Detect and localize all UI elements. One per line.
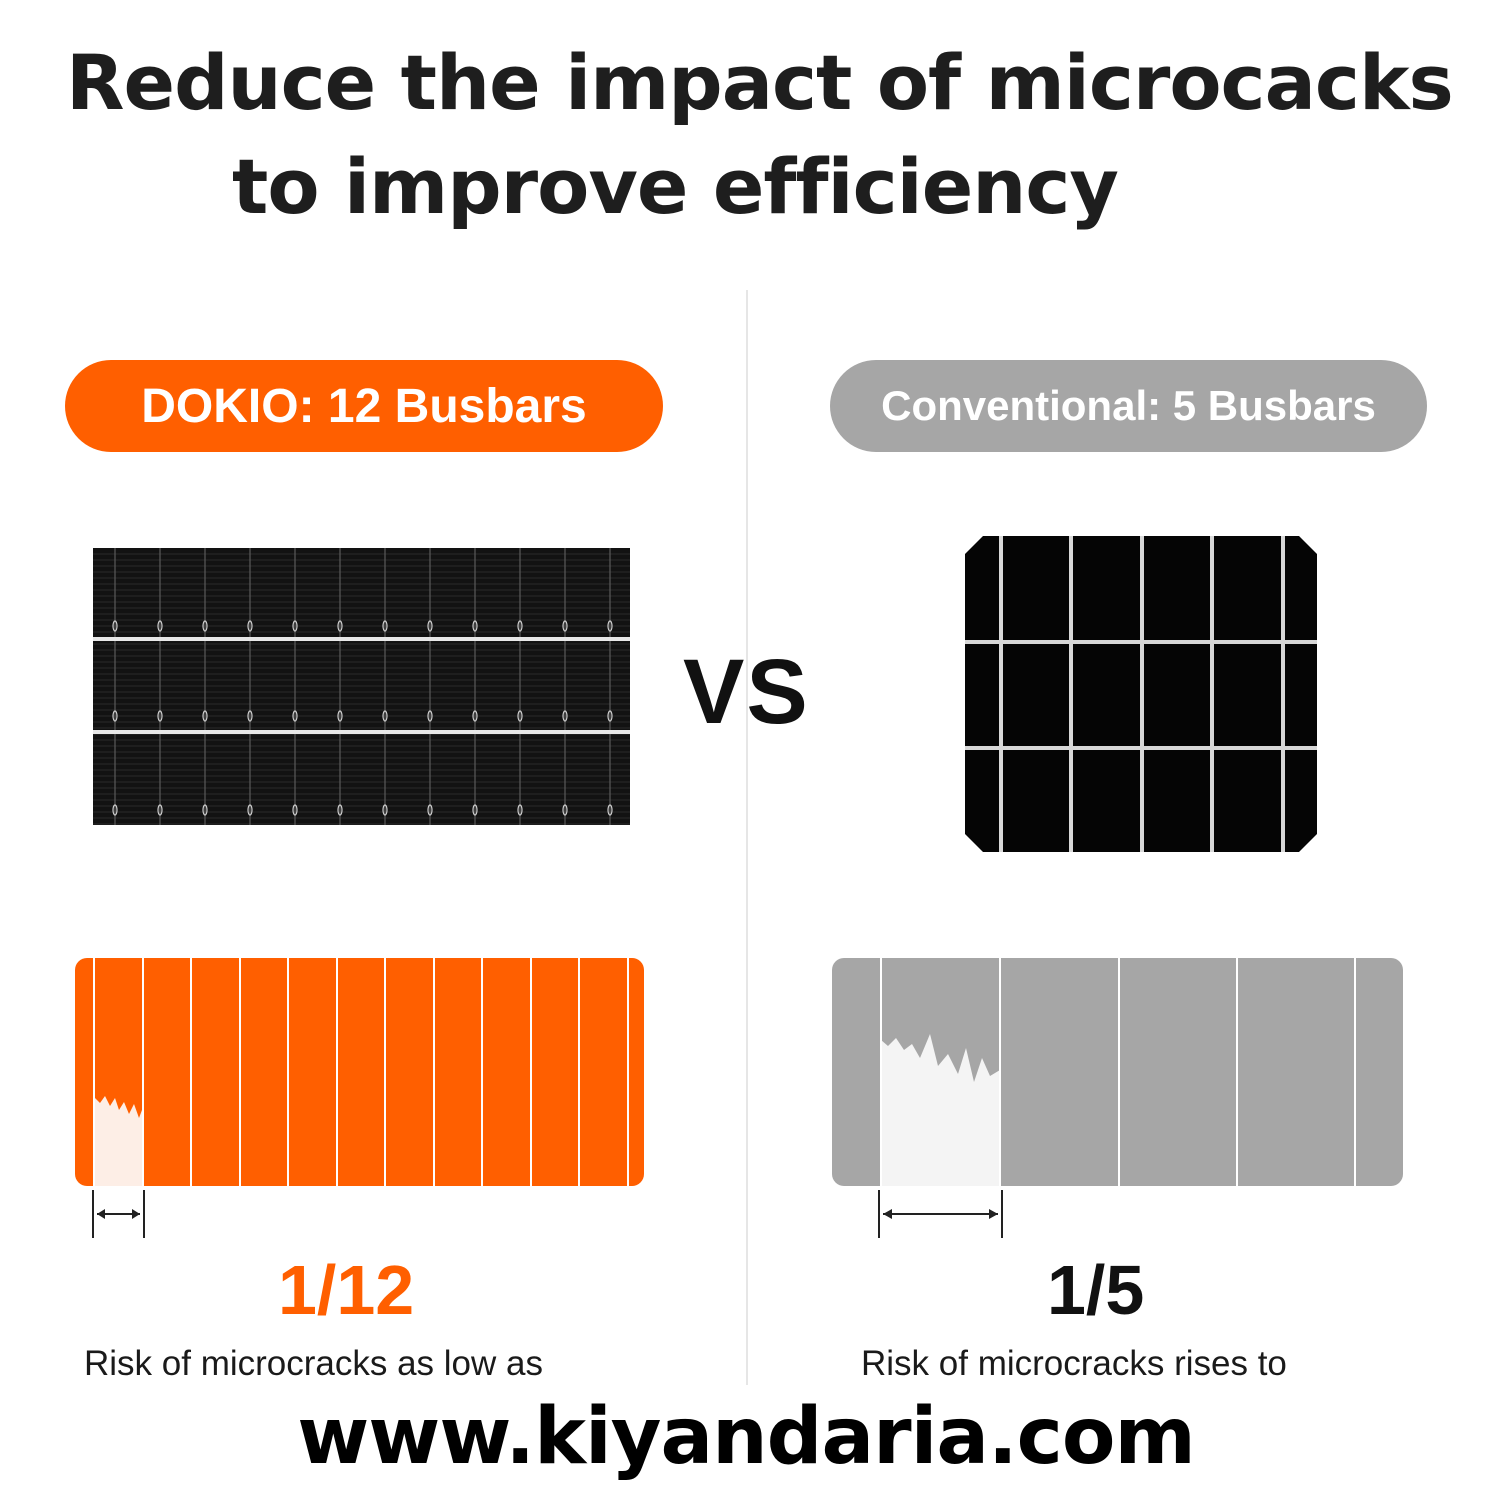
conventional-label: Conventional: 5 Busbars	[881, 382, 1376, 429]
vs-label: VS	[683, 641, 810, 743]
dokio-risk-ratio: 1/12	[278, 1251, 415, 1329]
title-line-2: to improve efficiency	[232, 142, 1119, 231]
dokio-crack-width-marker	[92, 1190, 145, 1238]
conventional-risk-ratio: 1/5	[1047, 1251, 1145, 1329]
dokio-label-pill: DOKIO: 12 Busbars	[65, 360, 663, 452]
conventional-risk-caption: Risk of microcracks rises to	[861, 1344, 1287, 1383]
dokio-label: DOKIO: 12 Busbars	[141, 379, 587, 433]
conventional-label-pill: Conventional: 5 Busbars	[830, 360, 1427, 452]
dokio-risk-bar	[75, 958, 644, 1186]
center-divider	[746, 290, 748, 1385]
dokio-risk-caption: Risk of microcracks as low as	[84, 1344, 543, 1383]
conventional-5-busbar-cell-image	[965, 536, 1317, 852]
dokio-busbar-segments	[75, 958, 644, 1186]
dokio-12-busbar-cell-image	[93, 548, 630, 825]
title-line-1: Reduce the impact of microcacks	[66, 38, 1454, 127]
dokio-crack-area	[95, 1096, 142, 1186]
conventional-crack-area	[881, 1034, 1000, 1186]
conventional-crack-width-marker	[878, 1190, 1003, 1238]
website-url: www.kiyandaria.com	[297, 1392, 1195, 1482]
conventional-busbar-segments	[832, 958, 1403, 1186]
conventional-risk-bar	[832, 958, 1403, 1186]
